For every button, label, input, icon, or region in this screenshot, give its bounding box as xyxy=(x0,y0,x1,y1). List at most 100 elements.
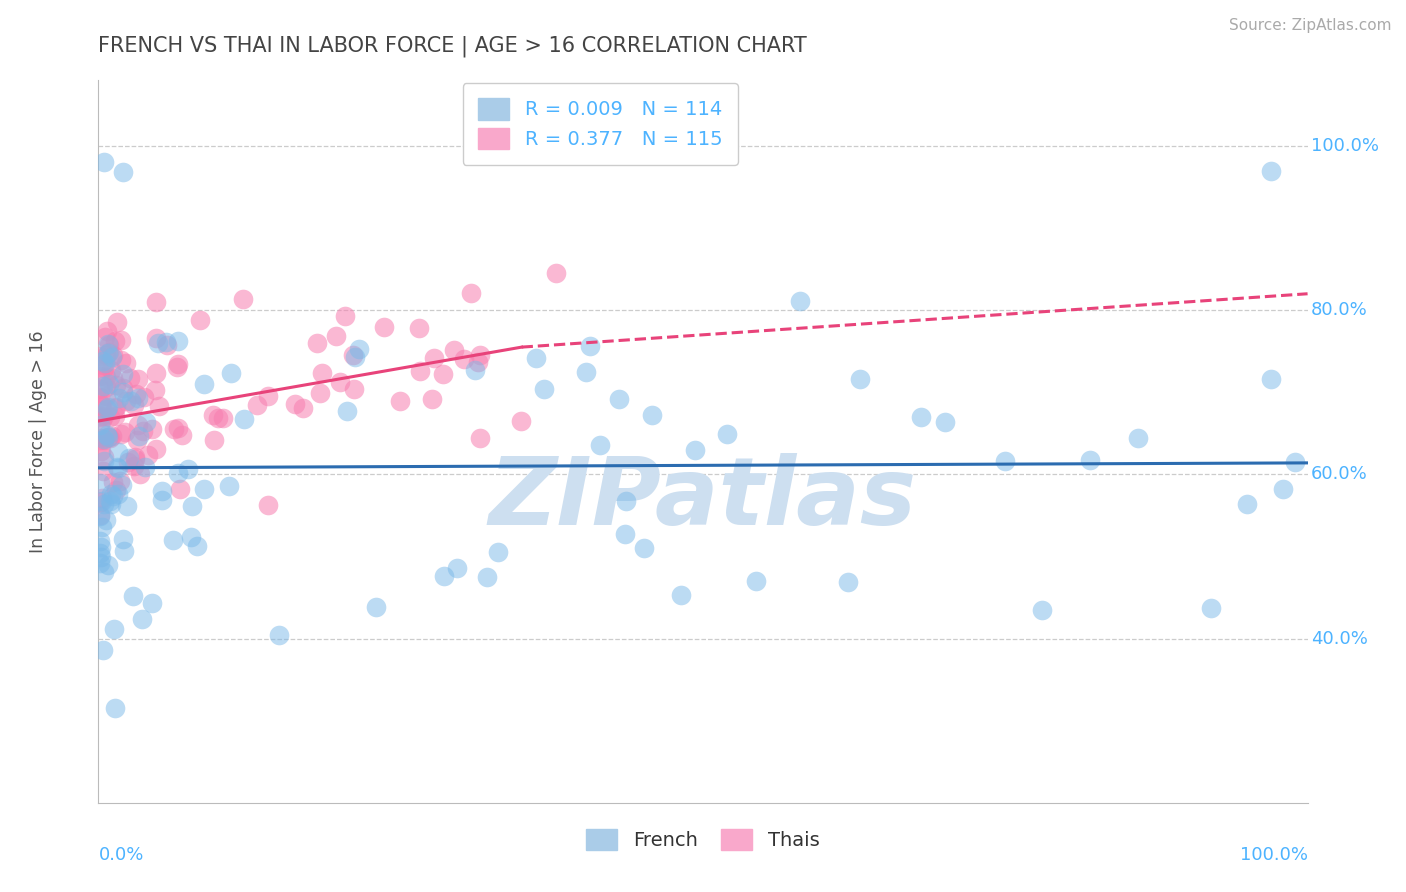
Point xyxy=(94,330,117,344)
Point xyxy=(166,420,188,434)
Point xyxy=(1199,601,1222,615)
Point xyxy=(105,460,128,475)
Point xyxy=(110,353,132,368)
Point xyxy=(180,531,202,545)
Point xyxy=(292,401,315,416)
Point xyxy=(141,596,163,610)
Point xyxy=(89,409,111,424)
Point xyxy=(155,334,177,349)
Point xyxy=(98,493,121,508)
Point xyxy=(308,385,330,400)
Point xyxy=(849,371,872,385)
Point xyxy=(364,600,387,615)
Point xyxy=(91,379,114,393)
Point xyxy=(333,309,356,323)
Point xyxy=(136,448,159,462)
Point xyxy=(219,366,242,380)
Point xyxy=(120,371,142,385)
Point xyxy=(460,286,482,301)
Text: 80.0%: 80.0% xyxy=(1312,301,1368,319)
Point xyxy=(186,539,208,553)
Point xyxy=(93,433,115,447)
Point xyxy=(100,350,122,364)
Point xyxy=(93,643,115,657)
Point xyxy=(177,462,200,476)
Point xyxy=(468,431,491,445)
Point xyxy=(118,451,141,466)
Point xyxy=(166,334,188,348)
Point xyxy=(89,369,111,384)
Point xyxy=(96,324,118,338)
Point xyxy=(510,414,533,428)
Point xyxy=(311,367,333,381)
Point xyxy=(614,526,637,541)
Point xyxy=(104,378,127,392)
Point xyxy=(122,589,145,603)
Point xyxy=(98,345,121,359)
Point xyxy=(103,623,125,637)
Point xyxy=(105,400,128,414)
Point xyxy=(1284,455,1306,469)
Point xyxy=(150,492,173,507)
Point xyxy=(544,266,567,280)
Point xyxy=(188,312,211,326)
Point xyxy=(93,565,115,579)
Point xyxy=(468,348,491,362)
Point xyxy=(284,397,307,411)
Point xyxy=(446,561,468,575)
Point xyxy=(94,389,117,403)
Point xyxy=(408,321,430,335)
Point xyxy=(1236,497,1258,511)
Point xyxy=(98,410,121,425)
Point xyxy=(97,558,120,572)
Point xyxy=(193,376,215,391)
Point xyxy=(104,483,127,497)
Point xyxy=(115,356,138,370)
Point xyxy=(97,345,120,359)
Point xyxy=(1272,482,1295,496)
Point xyxy=(201,408,224,422)
Text: 60.0%: 60.0% xyxy=(1312,466,1368,483)
Point xyxy=(409,364,432,378)
Point xyxy=(122,459,145,474)
Point xyxy=(111,532,134,546)
Point xyxy=(97,430,120,444)
Point xyxy=(97,337,120,351)
Point xyxy=(93,361,115,376)
Point xyxy=(524,351,547,366)
Point xyxy=(89,433,111,447)
Point xyxy=(104,334,127,349)
Point xyxy=(588,138,610,153)
Point xyxy=(1078,453,1101,467)
Point xyxy=(218,479,240,493)
Point xyxy=(103,475,125,489)
Point xyxy=(96,428,118,442)
Point xyxy=(94,348,117,362)
Point xyxy=(744,574,766,589)
Point xyxy=(162,422,184,436)
Point xyxy=(96,370,118,384)
Point xyxy=(93,433,115,447)
Point xyxy=(162,533,184,547)
Point xyxy=(124,398,146,412)
Point xyxy=(117,499,139,513)
Point xyxy=(97,338,120,352)
Point xyxy=(575,365,598,379)
Point xyxy=(112,543,135,558)
Point xyxy=(90,520,112,534)
Point xyxy=(443,343,465,358)
Point xyxy=(89,533,111,548)
Point xyxy=(103,489,125,503)
Point xyxy=(91,353,114,368)
Point xyxy=(141,422,163,436)
Point xyxy=(124,451,146,466)
Point xyxy=(97,430,120,444)
Point xyxy=(90,541,112,555)
Point xyxy=(93,464,115,478)
Point xyxy=(246,398,269,412)
Point xyxy=(388,394,411,409)
Point xyxy=(607,392,630,407)
Point xyxy=(93,358,115,372)
Point xyxy=(100,497,122,511)
Point xyxy=(669,589,692,603)
